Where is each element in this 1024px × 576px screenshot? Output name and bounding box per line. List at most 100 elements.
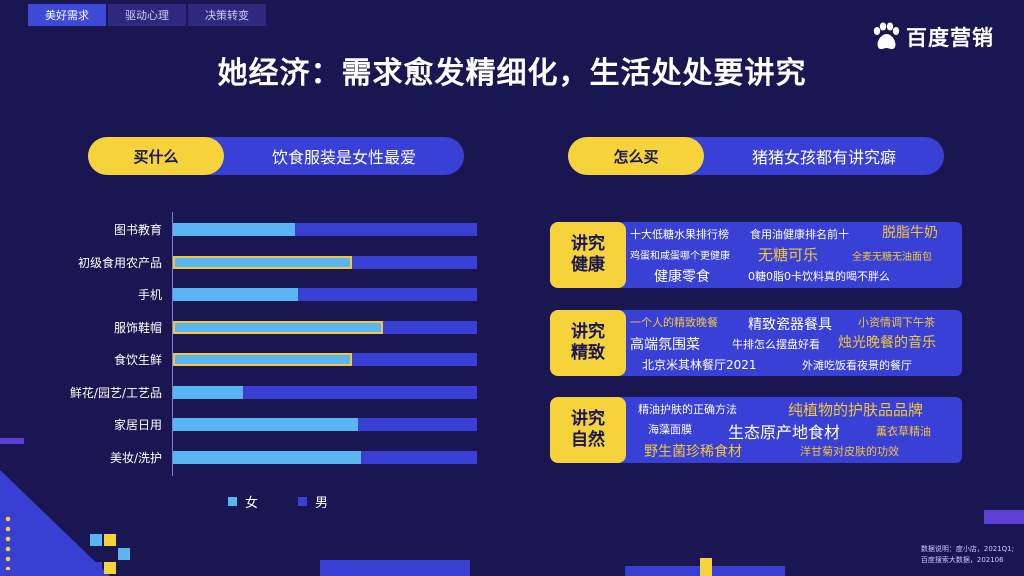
keyword: 外滩吃饭看夜景的餐厅 xyxy=(802,359,912,372)
card-label: 讲究 自然 xyxy=(550,397,626,463)
category-label: 美妆/洗护 xyxy=(109,450,162,465)
bar-row xyxy=(173,385,477,399)
note-line: 数据说明：度小店，2021Q1; xyxy=(920,545,1014,553)
card-label: 讲究 健康 xyxy=(550,222,626,288)
keyword: 脱脂牛奶 xyxy=(882,225,938,241)
keyword: 全麦无糖无油面包 xyxy=(852,252,932,263)
card-refined: 讲究 精致 一个人的精致晚餐 精致瓷器餐具 小资情调下午茶 高端氛围菜 牛排怎么摆盘好看 烛… xyxy=(550,310,962,376)
card-label-line: 精致 xyxy=(571,343,605,363)
card-label: 讲究 精致 xyxy=(550,310,626,376)
bar-female xyxy=(173,418,358,431)
card-label-line: 讲究 xyxy=(571,409,605,429)
decor-stripe xyxy=(0,438,24,444)
tab-决策转变[interactable]: 决策转变 xyxy=(188,4,266,26)
note-line: 百度搜索大数据，202106 xyxy=(920,556,1004,564)
legend-swatch xyxy=(298,497,308,506)
section-pill-what: 买什么 饮食服装是女性最爱 xyxy=(88,137,464,175)
bar-male xyxy=(352,255,477,269)
legend-label: 男 xyxy=(315,496,329,511)
decor-square xyxy=(90,534,102,546)
category-label: 手机 xyxy=(137,288,162,302)
decor-block xyxy=(984,510,1024,524)
card-label-line: 讲究 xyxy=(571,234,605,254)
bar-male xyxy=(352,353,477,366)
bar-female xyxy=(173,385,243,399)
decor-triangle xyxy=(0,470,110,576)
tab-驱动心理[interactable]: 驱动心理 xyxy=(108,4,186,26)
legend-item-female: 女 xyxy=(228,492,258,511)
keyword: 烛光晚餐的音乐 xyxy=(838,335,936,351)
section-pill-how: 怎么买 猪猪女孩都有讲究癖 xyxy=(568,137,944,175)
keyword: 高端氛围菜 xyxy=(630,337,700,353)
keyword: 洋甘菊对皮肤的功效 xyxy=(800,445,899,458)
bar-row xyxy=(173,320,477,334)
bar-row xyxy=(173,353,477,366)
chart-axis xyxy=(172,212,173,476)
bar-male xyxy=(298,288,477,301)
keyword: 精致瓷器餐具 xyxy=(748,317,832,333)
keyword: 健康零食 xyxy=(654,269,710,285)
keyword: 纯植物的护肤品品牌 xyxy=(788,401,924,419)
bar-row xyxy=(173,288,477,301)
tab-美好需求[interactable]: 美好需求 xyxy=(28,4,106,26)
card-label-line: 健康 xyxy=(571,255,605,275)
card-health: 讲究 健康 十大低糖水果排行榜 食用油健康排名前十 脱脂牛奶 鸡蛋和咸蛋哪个更健康 无糖可… xyxy=(550,222,962,288)
page-title: 她经济：需求愈发精细化，生活处处要讲究 xyxy=(217,56,807,91)
category-label: 初级食用农产品 xyxy=(77,255,162,270)
keyword-cloud: 十大低糖水果排行榜 食用油健康排名前十 脱脂牛奶 鸡蛋和咸蛋哪个更健康 无糖可乐 全麦无糖… xyxy=(620,222,962,288)
bar-female xyxy=(173,255,352,269)
keyword: 薰衣草精油 xyxy=(876,425,931,438)
bar-row xyxy=(173,418,477,431)
bar-row xyxy=(173,223,477,236)
category-label: 服饰鞋帽 xyxy=(113,320,162,335)
bar-male xyxy=(383,320,477,334)
bar-male xyxy=(358,418,477,431)
decor-dots xyxy=(4,514,12,570)
keyword: 北京米其林餐厅2021 xyxy=(642,358,757,372)
pill-text: 猪猪女孩都有讲究癖 xyxy=(751,148,896,167)
keyword: 精油护肤的正确方法 xyxy=(638,403,737,416)
logo-text: 百度营销 xyxy=(906,26,994,50)
bar-female xyxy=(173,320,383,334)
decor-square xyxy=(104,562,116,574)
bar-female xyxy=(173,288,298,301)
keyword: 0糖0脂0卡饮料真的喝不胖么 xyxy=(748,270,890,283)
card-natural: 讲究 自然 精油护肤的正确方法 纯植物的护肤品品牌海藻面膜 生态原产地食材 薰衣草精油野… xyxy=(550,397,962,463)
category-label: 鲜花/园艺/工艺品 xyxy=(69,385,162,400)
keyword: 生态原产地食材 xyxy=(728,423,841,442)
category-label: 食饮生鲜 xyxy=(113,353,162,367)
card-label-line: 自然 xyxy=(571,430,605,450)
bar-row xyxy=(173,450,477,464)
keyword: 一个人的精致晚餐 xyxy=(630,316,718,329)
keyword: 小资情调下午茶 xyxy=(858,316,935,329)
legend-swatch xyxy=(228,497,237,506)
bar-male xyxy=(361,450,477,464)
bar-row xyxy=(173,255,477,269)
bar-chart: 图书教育 初级食用农产品 手机 服饰鞋帽 食饮生鲜 鲜花/园艺/工艺品 家居日用 美妆/洗护 xyxy=(40,210,500,500)
paw-icon xyxy=(873,22,900,50)
legend-label: 女 xyxy=(245,496,259,511)
decor-square xyxy=(118,548,130,560)
decor-square xyxy=(700,558,712,576)
bar-male xyxy=(243,385,477,399)
brand-logo: 百度营销 xyxy=(870,22,994,52)
bar-female xyxy=(173,450,361,464)
pill-tag: 怎么买 xyxy=(568,137,704,175)
keyword-cloud: 一个人的精致晚餐 精致瓷器餐具 小资情调下午茶 高端氛围菜 牛排怎么摆盘好看 烛光晚餐的音… xyxy=(620,310,962,376)
chart-legend: 女 男 xyxy=(228,492,328,511)
keyword: 鸡蛋和咸蛋哪个更健康 xyxy=(630,251,730,262)
pill-tag: 买什么 xyxy=(88,137,224,175)
decor-square xyxy=(104,534,116,546)
keyword: 食用油健康排名前十 xyxy=(750,228,849,241)
keyword: 无糖可乐 xyxy=(758,246,819,264)
bar-female xyxy=(173,353,352,366)
category-label: 图书教育 xyxy=(113,223,162,237)
keyword: 野生菌珍稀食材 xyxy=(644,444,742,460)
keyword-cloud: 精油护肤的正确方法 纯植物的护肤品品牌海藻面膜 生态原产地食材 薰衣草精油野生菌珍稀食… xyxy=(620,397,962,463)
keyword: 海藻面膜 xyxy=(648,423,692,436)
pill-text: 饮食服装是女性最爱 xyxy=(271,148,416,167)
decor-block xyxy=(320,560,470,576)
card-label-line: 讲究 xyxy=(571,322,605,342)
data-source-note: 数据说明：度小店，2021Q1; 百度搜索大数据，202106 xyxy=(921,544,1014,566)
tab-bar: 美好需求 驱动心理 决策转变 xyxy=(28,4,266,26)
